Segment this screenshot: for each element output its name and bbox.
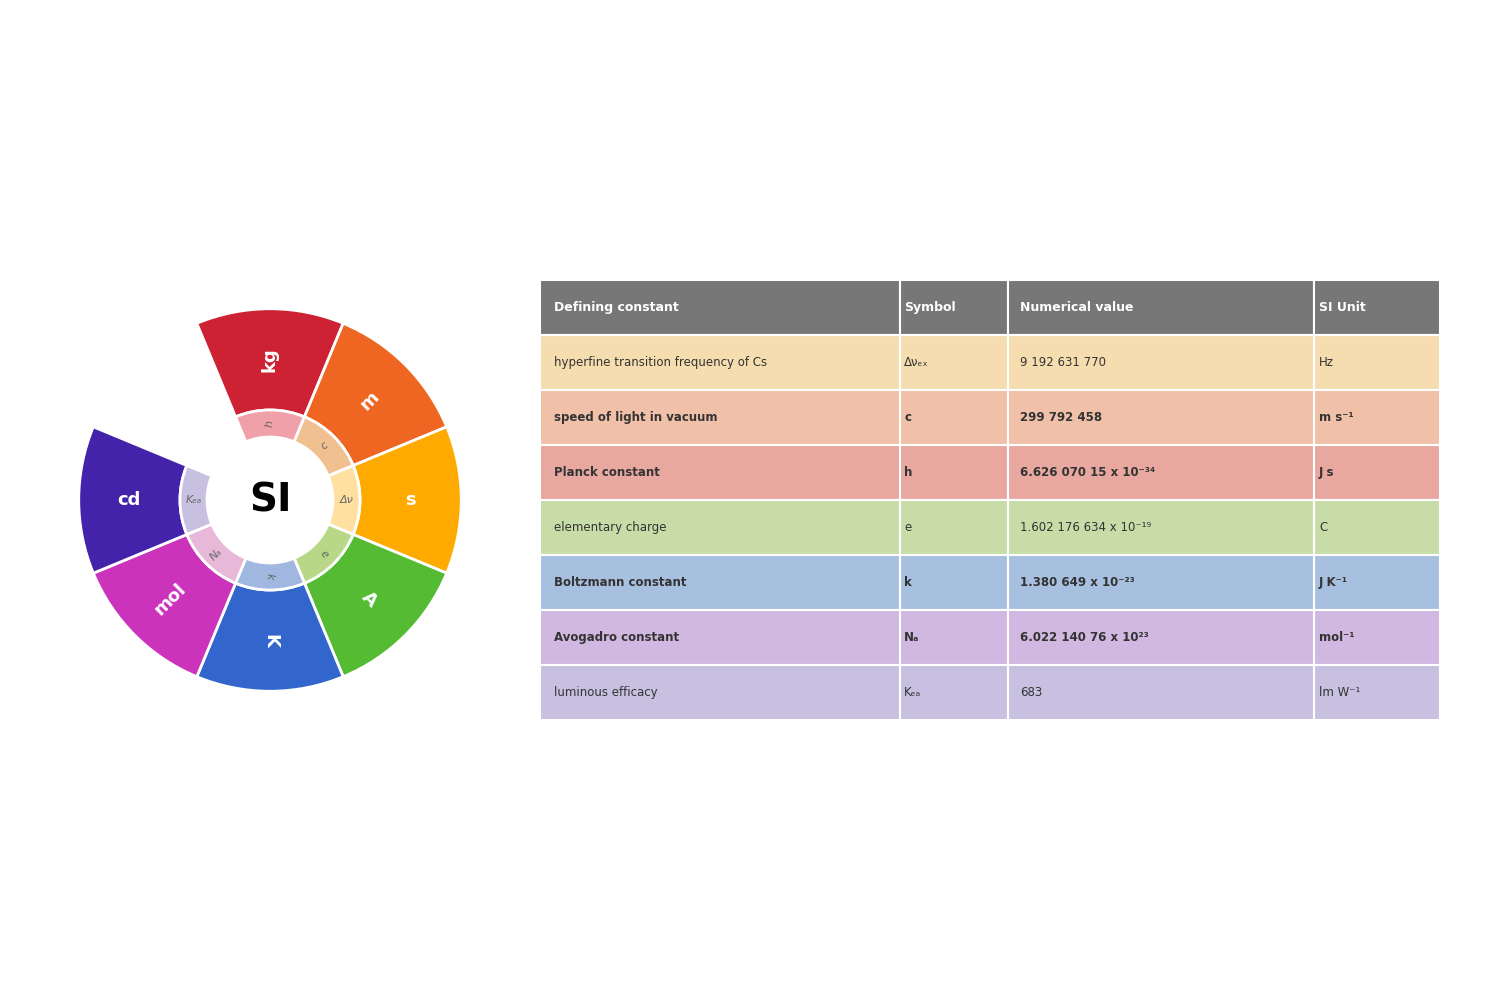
Text: mol: mol [152,580,190,619]
FancyBboxPatch shape [900,665,1008,720]
Text: elementary charge: elementary charge [555,521,668,534]
Text: 1.380 649 x 10⁻²³: 1.380 649 x 10⁻²³ [1020,576,1136,589]
Text: m: m [357,388,382,414]
Wedge shape [294,417,352,476]
Text: 9 192 631 770: 9 192 631 770 [1020,356,1106,369]
FancyBboxPatch shape [900,500,1008,555]
FancyBboxPatch shape [540,280,900,335]
Text: e: e [318,548,330,560]
Text: J K⁻¹: J K⁻¹ [1318,576,1348,589]
Text: lm W⁻¹: lm W⁻¹ [1318,686,1360,699]
Text: luminous efficacy: luminous efficacy [555,686,658,699]
Text: 6.022 140 76 x 10²³: 6.022 140 76 x 10²³ [1020,631,1149,644]
Text: Numerical value: Numerical value [1020,301,1134,314]
Text: mol⁻¹: mol⁻¹ [1318,631,1354,644]
Text: 6.626 070 15 x 10⁻³⁴: 6.626 070 15 x 10⁻³⁴ [1020,466,1155,479]
FancyBboxPatch shape [900,445,1008,500]
Wedge shape [328,466,360,534]
Text: Defining constant: Defining constant [555,301,680,314]
Wedge shape [80,427,188,573]
Text: hyperfine transition frequency of Cs: hyperfine transition frequency of Cs [555,356,768,369]
Text: speed of light in vacuum: speed of light in vacuum [555,411,718,424]
FancyBboxPatch shape [900,280,1008,335]
FancyBboxPatch shape [900,610,1008,665]
Text: Nₐ: Nₐ [904,631,920,644]
FancyBboxPatch shape [1008,500,1314,555]
Text: Symbol: Symbol [904,301,956,314]
FancyBboxPatch shape [1008,665,1314,720]
FancyBboxPatch shape [1008,555,1314,610]
Text: k: k [266,573,274,580]
Text: k: k [904,576,912,589]
Wedge shape [304,534,447,677]
FancyBboxPatch shape [1008,280,1314,335]
FancyBboxPatch shape [1008,445,1314,500]
Text: Hz: Hz [1318,356,1334,369]
FancyBboxPatch shape [540,445,900,500]
FancyBboxPatch shape [540,390,900,445]
Text: c: c [318,440,330,452]
FancyBboxPatch shape [1314,500,1440,555]
Text: Kₑₐ: Kₑₐ [904,686,921,699]
Text: C: C [1318,521,1328,534]
Text: Avogadro constant: Avogadro constant [555,631,680,644]
Circle shape [207,437,333,563]
Text: m s⁻¹: m s⁻¹ [1318,411,1353,424]
Text: Δνₑₓ: Δνₑₓ [904,356,928,369]
FancyBboxPatch shape [900,335,1008,390]
FancyBboxPatch shape [540,335,900,390]
Text: J s: J s [1318,466,1335,479]
FancyBboxPatch shape [1008,335,1314,390]
Text: 683: 683 [1020,686,1042,699]
FancyBboxPatch shape [1314,445,1440,500]
Text: Planck constant: Planck constant [555,466,660,479]
FancyBboxPatch shape [1314,555,1440,610]
FancyBboxPatch shape [540,500,900,555]
FancyBboxPatch shape [540,665,900,720]
Wedge shape [352,427,462,573]
Text: SI: SI [249,481,291,519]
Wedge shape [188,524,246,583]
Wedge shape [196,309,344,417]
Text: e: e [904,521,912,534]
FancyBboxPatch shape [900,390,1008,445]
Text: Boltzmann constant: Boltzmann constant [555,576,687,589]
FancyBboxPatch shape [1008,610,1314,665]
FancyBboxPatch shape [1314,610,1440,665]
FancyBboxPatch shape [900,555,1008,610]
Text: kg: kg [261,347,279,372]
Text: A: A [358,588,381,611]
Text: h: h [904,466,912,479]
Text: s: s [405,491,416,509]
Wedge shape [294,524,352,583]
FancyBboxPatch shape [540,555,900,610]
FancyBboxPatch shape [1314,280,1440,335]
Wedge shape [180,466,212,534]
Text: Kₑₐ: Kₑₐ [186,495,201,505]
Wedge shape [236,410,304,442]
Text: 1.602 176 634 x 10⁻¹⁹: 1.602 176 634 x 10⁻¹⁹ [1020,521,1152,534]
FancyBboxPatch shape [540,610,900,665]
Wedge shape [93,534,236,677]
Wedge shape [196,583,344,691]
Text: h: h [266,420,274,427]
Text: 299 792 458: 299 792 458 [1020,411,1102,424]
FancyBboxPatch shape [1314,335,1440,390]
Text: cd: cd [117,491,141,509]
Text: Δν: Δν [339,495,354,505]
Wedge shape [236,558,304,590]
Text: K: K [261,634,279,648]
FancyBboxPatch shape [1314,390,1440,445]
Wedge shape [304,323,447,466]
Text: Nₐ: Nₐ [209,546,224,562]
Text: c: c [904,411,912,424]
Text: SI Unit: SI Unit [1318,301,1366,314]
FancyBboxPatch shape [1314,665,1440,720]
FancyBboxPatch shape [1008,390,1314,445]
